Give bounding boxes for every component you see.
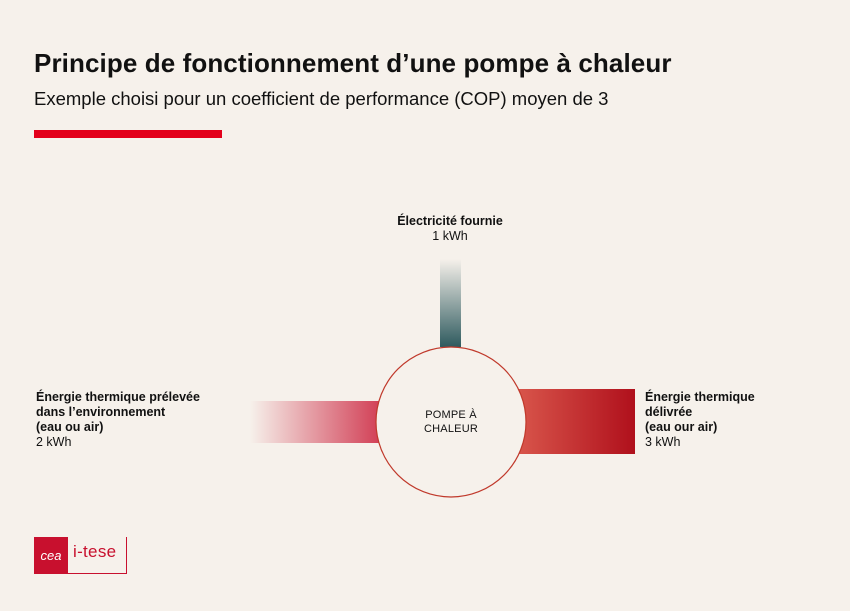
heat-output-line3: (eau our air) (645, 420, 718, 434)
environment-label: Énergie thermique prélevée dans l’enviro… (36, 390, 200, 450)
cea-itese-logo: cea i-tese (34, 537, 127, 574)
environment-line1: Énergie thermique prélevée (36, 390, 200, 404)
heat-output-value: 3 kWh (645, 435, 681, 449)
page-subtitle: Exemple choisi pour un coefficient de pe… (34, 88, 609, 109)
heat-output-line1: Énergie thermique (645, 390, 755, 404)
heat-output-line2: délivrée (645, 405, 693, 419)
page-title: Principe de fonctionnement d’une pompe à… (34, 48, 672, 78)
environment-line2: dans l’environnement (36, 405, 166, 419)
logo-frame (68, 537, 127, 574)
itese-logo-text: i-tese (73, 542, 117, 561)
heat-output-flow-arrow (515, 389, 635, 454)
electricity-flow-arrow (440, 259, 461, 347)
environment-flow-arrow (250, 401, 390, 443)
environment-line3: (eau ou air) (36, 420, 104, 434)
heat-pump-label: POMPE À CHALEUR (400, 408, 502, 436)
electricity-label: Électricité fournie 1 kWh (360, 214, 540, 244)
electricity-title: Électricité fournie (397, 214, 503, 228)
heat-output-label: Énergie thermique délivrée (eau our air)… (645, 390, 755, 450)
environment-value: 2 kWh (36, 435, 72, 449)
electricity-value: 1 kWh (432, 229, 468, 243)
cea-logo: cea (34, 537, 68, 574)
heat-pump-circle (375, 346, 527, 498)
heat-pump-label-line2: CHALEUR (424, 423, 478, 435)
accent-bar (34, 130, 222, 138)
heat-pump-label-line1: POMPE À (425, 409, 477, 421)
